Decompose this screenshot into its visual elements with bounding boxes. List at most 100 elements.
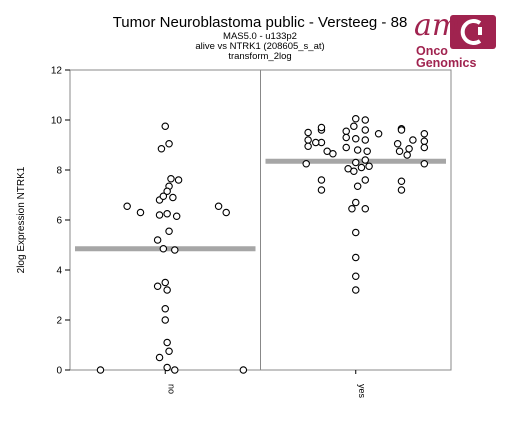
data-point [405, 145, 413, 153]
data-point [393, 140, 402, 148]
data-point [123, 202, 131, 211]
data-point [163, 363, 171, 372]
data-point [302, 160, 310, 168]
x-tick-label: no [166, 384, 176, 394]
data-point [353, 146, 362, 154]
data-point [361, 176, 370, 184]
data-point [351, 135, 360, 143]
data-point [155, 211, 164, 219]
data-point [167, 175, 175, 183]
data-point [351, 228, 360, 237]
data-point [165, 347, 173, 355]
data-point [163, 286, 171, 294]
data-point [361, 116, 370, 124]
data-point [159, 245, 168, 253]
data-point [153, 236, 162, 244]
data-point [317, 186, 326, 194]
data-point [351, 253, 360, 262]
data-point [361, 136, 370, 144]
data-point [351, 158, 360, 167]
data-point [317, 123, 326, 132]
data-point [397, 186, 406, 194]
data-point [214, 202, 223, 211]
data-point [342, 143, 350, 152]
data-point [304, 128, 312, 137]
y-tick-label: 10 [51, 116, 63, 127]
data-point [329, 150, 337, 158]
data-point [222, 208, 230, 217]
data-point [350, 122, 358, 131]
data-point [361, 126, 370, 134]
data-point [96, 366, 105, 374]
data-point [161, 122, 170, 131]
data-point [163, 210, 171, 218]
data-point [365, 162, 373, 171]
data-point [136, 208, 145, 217]
data-point [361, 156, 370, 164]
data-point [420, 130, 429, 138]
data-point [403, 151, 411, 159]
data-point [172, 212, 181, 221]
logo-mark: am [414, 8, 461, 43]
data-point [239, 366, 248, 374]
x-axis: no yes [164, 370, 367, 399]
data-point [163, 338, 171, 347]
data-point [395, 147, 404, 156]
data-point [169, 193, 177, 202]
data-point [161, 316, 170, 324]
chart-subtitle-comparison: alive vs NTRK1 (208605_s_at) [195, 41, 325, 52]
data-point [397, 126, 406, 134]
y-axis-label: 2log Expression NTRK1 [16, 166, 27, 273]
data-point [163, 187, 171, 196]
data-point [420, 137, 429, 146]
data-point [153, 282, 162, 290]
data-point [165, 227, 173, 236]
data-point [397, 177, 406, 186]
data-point [361, 205, 370, 213]
data-point [409, 136, 417, 144]
data-point [157, 145, 166, 153]
data-point [161, 278, 170, 287]
data-point [342, 127, 350, 136]
data-point [304, 142, 312, 151]
y-tick-label: 12 [51, 66, 63, 77]
data-point [350, 167, 358, 176]
logo-c-icon [460, 19, 482, 45]
data-point [351, 272, 360, 280]
data-point [363, 147, 371, 156]
data-point [311, 138, 320, 147]
chart-subtitle-transform: transform_2log [228, 51, 292, 62]
data-point [165, 140, 173, 148]
data-point [420, 160, 429, 168]
logo-word-onco: Onco [416, 44, 448, 58]
chart-subtitle-platform: MAS5.0 - u133p2 [223, 31, 297, 42]
data-point [171, 246, 179, 254]
data-point [304, 136, 312, 144]
data-point [161, 304, 170, 313]
data-point [342, 133, 350, 142]
x-tick-label: yes [357, 384, 367, 399]
data-point [317, 176, 326, 184]
logo-badge [450, 15, 496, 49]
y-tick-label: 4 [56, 266, 62, 277]
data-point [351, 115, 360, 123]
y-axis: 0 2 4 6 8 10 12 [51, 66, 70, 377]
company-logo: am Onco Genomics [414, 8, 500, 76]
data-point [374, 130, 383, 138]
chart-title: Tumor Neuroblastoma public - Versteeg - … [112, 14, 408, 31]
data-point [348, 205, 356, 213]
y-tick-label: 2 [56, 316, 62, 327]
data-point [155, 353, 164, 362]
y-tick-label: 6 [56, 216, 62, 227]
logo-word-genomics: Genomics [416, 56, 477, 70]
data-point [351, 286, 360, 294]
data-point [420, 143, 429, 152]
y-tick-label: 0 [56, 366, 62, 377]
data-point [159, 192, 168, 201]
data-point [357, 163, 366, 172]
y-tick-label: 8 [56, 166, 62, 177]
data-point [171, 366, 179, 374]
data-points [96, 115, 429, 374]
data-point [351, 198, 360, 207]
